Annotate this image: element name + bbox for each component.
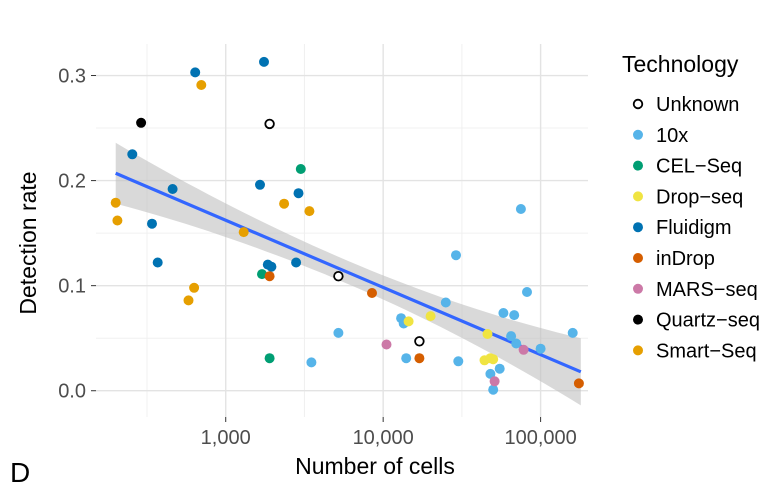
point-10x [522, 287, 532, 297]
point-smart-seq [196, 80, 207, 90]
legend-label-smart-seq: Smart−Seq [656, 340, 757, 362]
legend-key-10x [633, 129, 643, 140]
point-10x [498, 308, 509, 318]
legend-item-fluidigm: Fluidigm [633, 217, 732, 239]
point-fluidigm [259, 56, 269, 67]
point-smart-seq [304, 206, 315, 217]
y-tick-label: 0.0 [58, 381, 86, 403]
legend-entries: Unknown 10x CEL−Seq Drop−seq Fluidigm inDrop M… [632, 94, 760, 362]
data-points-layer [110, 56, 584, 395]
point-fluidigm [152, 257, 163, 268]
point-indrop [264, 271, 275, 282]
point-drop-seq [403, 316, 414, 327]
y-tick-label: 0.3 [58, 66, 86, 88]
legend-label-drop-seq: Drop−seq [656, 186, 743, 208]
trend-line [115, 171, 582, 374]
legend-label-unknown: Unknown [656, 94, 739, 116]
point-fluidigm [266, 261, 277, 272]
legend-item-smart-seq: Smart−Seq [633, 340, 757, 362]
x-tick-label: 100,000 [504, 427, 576, 449]
legend-label-quartz-seq: Quartz−seq [656, 310, 760, 332]
point-mars-seq [518, 344, 529, 355]
y-tick-label: 0.1 [58, 276, 86, 298]
legend-key-fluidigm [633, 222, 643, 233]
x-tick-label: 10,000 [353, 427, 414, 449]
legend-key-drop-seq [633, 191, 643, 202]
point-10x [453, 356, 464, 367]
legend-item-cel-seq: CEL−Seq [633, 156, 742, 178]
point-10x [333, 327, 344, 338]
point-10x [506, 331, 517, 342]
point-cel-seq [295, 164, 306, 174]
point-mars-seq [489, 376, 500, 387]
point-fluidigm [293, 188, 304, 199]
point-mars-seq [381, 339, 392, 350]
point-indrop [414, 353, 425, 364]
x-tick-label: 1,000 [201, 427, 251, 449]
legend-label-cel-seq: CEL−Seq [656, 156, 742, 178]
legend-item-drop-seq: Drop−seq [633, 186, 743, 208]
point-10x [485, 368, 496, 379]
point-10x [494, 363, 505, 374]
point-indrop [573, 378, 584, 389]
point-cel-seq [264, 353, 275, 364]
legend-item-indrop: inDrop [633, 248, 715, 270]
point-drop-seq [482, 329, 493, 339]
point-fluidigm [291, 257, 302, 268]
point-10x [306, 357, 317, 368]
point-10x [451, 250, 461, 261]
axis-layer: 0.0 0.1 0.2 0.3 1,000 10,000 100,000 [58, 66, 577, 449]
y-axis-title: Detection rate [15, 171, 41, 314]
point-unknown [333, 271, 344, 282]
point-smart-seq [279, 198, 290, 209]
legend-item-mars-seq: MARS−seq [633, 279, 758, 301]
legend: Technology Unknown 10x CEL−Seq Drop−seq Flui… [622, 51, 760, 362]
point-unknown [414, 336, 425, 347]
legend-label-10x: 10x [656, 125, 688, 147]
point-fluidigm [147, 218, 157, 229]
y-tick-label: 0.2 [58, 171, 86, 193]
legend-key-unknown [632, 98, 644, 110]
point-drop-seq [425, 311, 436, 322]
point-10x [515, 204, 526, 214]
legend-item-10x: 10x [633, 125, 688, 147]
point-smart-seq [110, 197, 121, 208]
point-smart-seq [189, 282, 200, 293]
point-10x [509, 310, 520, 321]
point-10x [401, 353, 412, 364]
point-drop-seq [488, 354, 499, 365]
legend-key-mars-seq [633, 283, 643, 294]
point-fluidigm [127, 149, 138, 160]
legend-key-quartz-seq [633, 314, 643, 325]
legend-title: Technology [622, 51, 739, 77]
point-10x [567, 327, 578, 338]
point-smart-seq [112, 215, 123, 226]
legend-key-smart-seq [633, 345, 643, 356]
point-fluidigm [190, 67, 201, 78]
legend-key-cel-seq [633, 160, 643, 171]
point-fluidigm [167, 184, 178, 194]
point-quartz-seq [136, 117, 147, 128]
point-smart-seq [183, 295, 194, 306]
point-10x [488, 384, 499, 395]
point-10x [440, 297, 451, 308]
point-cel-seq [257, 269, 267, 280]
point-smart-seq [238, 227, 249, 238]
legend-item-quartz-seq: Quartz−seq [633, 310, 760, 332]
point-10x [535, 343, 546, 354]
panel-letter: D [10, 457, 30, 482]
point-10x [511, 338, 522, 349]
x-axis-title: Number of cells [295, 453, 455, 479]
point-unknown [264, 118, 275, 130]
legend-key-indrop [633, 253, 643, 263]
trend-line-layer [115, 171, 582, 374]
legend-item-unknown: Unknown [632, 94, 739, 116]
point-fluidigm [255, 179, 265, 190]
point-indrop [367, 288, 377, 298]
legend-label-fluidigm: Fluidigm [656, 217, 732, 239]
legend-label-mars-seq: MARS−seq [656, 279, 758, 301]
legend-label-indrop: inDrop [656, 248, 715, 270]
